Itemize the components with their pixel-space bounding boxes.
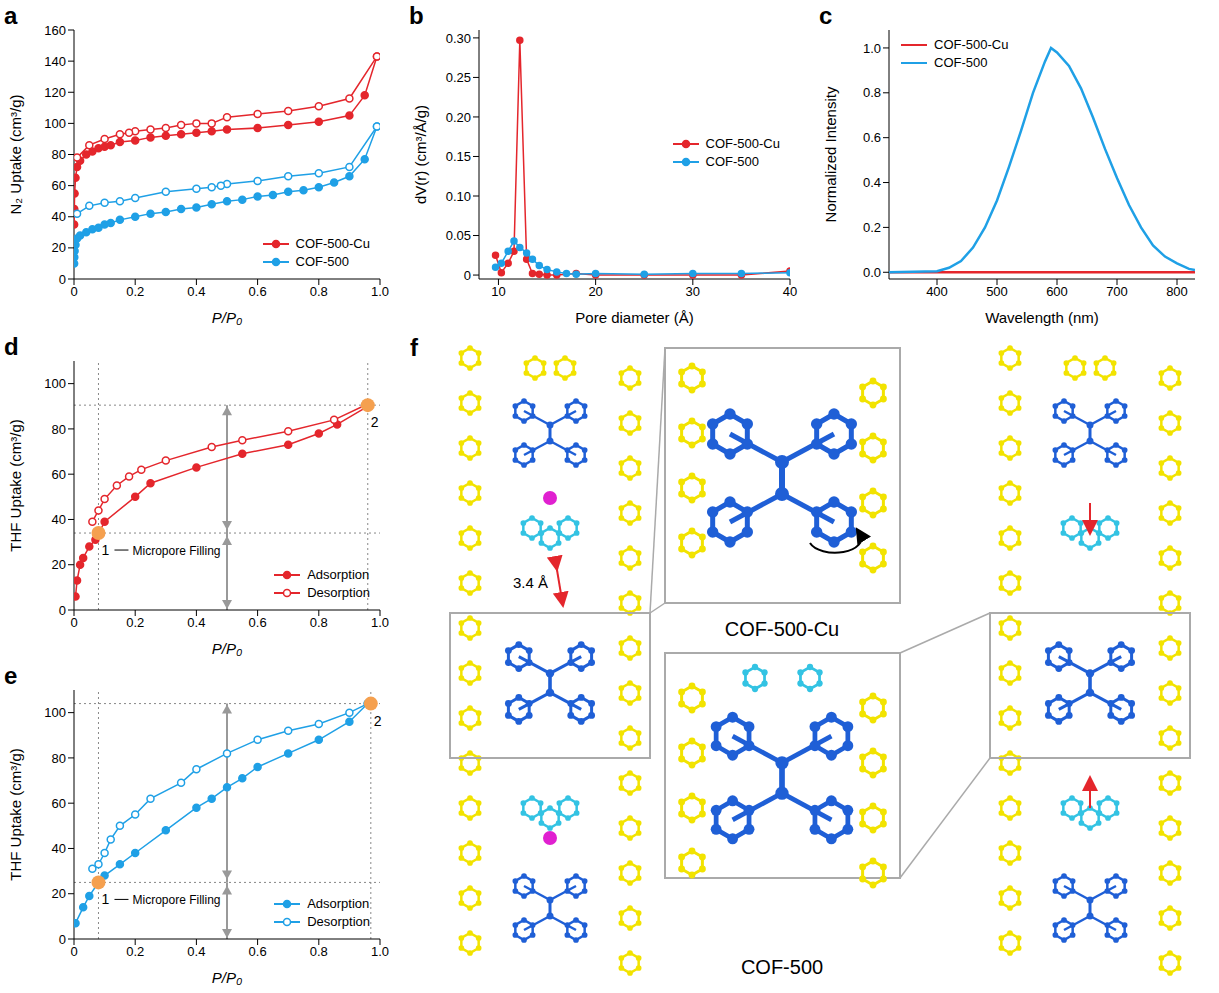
html-text:a: a (4, 2, 18, 29)
svg-text:0.0: 0.0 (863, 265, 881, 280)
html-text:Desorption: Desorption (307, 914, 370, 929)
svg-text:80: 80 (52, 147, 66, 162)
svg-text:0: 0 (70, 615, 77, 630)
svg-text:3.4 Å: 3.4 Å (513, 574, 548, 591)
html-text:COF-500-Cu: COF-500-Cu (705, 135, 780, 151)
svg-text:N₂ Uptake (cm³/g): N₂ Uptake (cm³/g) (7, 94, 24, 214)
svg-text:0.2: 0.2 (863, 220, 881, 235)
svg-text:160: 160 (44, 23, 66, 38)
svg-text:P/P₀: P/P₀ (212, 640, 243, 657)
svg-text:0.2: 0.2 (126, 615, 144, 630)
html-text:e: e (4, 662, 18, 689)
svg-text:60: 60 (52, 467, 66, 482)
svg-text:1.0: 1.0 (371, 615, 389, 630)
svg-text:40: 40 (52, 841, 66, 856)
html-text:COF-500-Cu: COF-500-Cu (934, 37, 1009, 52)
svg-text:Pore diameter (Å): Pore diameter (Å) (575, 309, 693, 326)
svg-text:Micropore Filling: Micropore Filling (132, 893, 220, 907)
svg-text:0.8: 0.8 (310, 944, 328, 959)
html-text:d: d (4, 333, 19, 360)
svg-text:0.6: 0.6 (249, 944, 267, 959)
svg-text:0.05: 0.05 (446, 228, 471, 243)
svg-text:20: 20 (52, 557, 66, 572)
svg-text:Normalized Intensity: Normalized Intensity (822, 86, 839, 222)
html-text:b: b (409, 2, 424, 29)
svg-text:1: 1 (101, 542, 109, 558)
svg-text:20: 20 (52, 886, 66, 901)
svg-text:0.25: 0.25 (446, 70, 471, 85)
svg-text:0.6: 0.6 (863, 130, 881, 145)
svg-text:0.10: 0.10 (446, 189, 471, 204)
svg-text:Micropore Filling: Micropore Filling (132, 544, 220, 558)
svg-text:0.2: 0.2 (126, 284, 144, 299)
svg-text:0: 0 (59, 932, 66, 947)
svg-text:30: 30 (686, 284, 700, 299)
svg-text:0: 0 (59, 272, 66, 287)
svg-text:20: 20 (588, 284, 602, 299)
svg-text:0.4: 0.4 (863, 175, 881, 190)
svg-text:0.15: 0.15 (446, 149, 471, 164)
svg-text:100: 100 (44, 116, 66, 131)
svg-text:20: 20 (52, 240, 66, 255)
html-text:f: f (410, 334, 418, 361)
svg-text:THF Uptake (cm³/g): THF Uptake (cm³/g) (7, 748, 24, 881)
svg-text:0: 0 (70, 284, 77, 299)
svg-text:P/P₀: P/P₀ (212, 309, 243, 326)
svg-text:500: 500 (986, 284, 1008, 299)
svg-text:0.8: 0.8 (310, 284, 328, 299)
html-text:COF-500-Cu: COF-500-Cu (295, 236, 370, 251)
svg-text:80: 80 (52, 751, 66, 766)
html-text:COF-500: COF-500 (934, 55, 988, 70)
svg-text:60: 60 (52, 178, 66, 193)
svg-text:700: 700 (1106, 284, 1128, 299)
svg-text:2: 2 (371, 414, 379, 430)
svg-text:1: 1 (101, 891, 109, 907)
svg-text:100: 100 (44, 705, 66, 720)
html-text:Adsorption: Adsorption (307, 896, 370, 911)
svg-text:0: 0 (59, 603, 66, 618)
svg-text:40: 40 (52, 512, 66, 527)
svg-text:600: 600 (1046, 284, 1068, 299)
svg-text:0.4: 0.4 (187, 615, 205, 630)
svg-text:800: 800 (1166, 284, 1188, 299)
svg-text:COF-500: COF-500 (741, 956, 823, 978)
svg-text:0: 0 (70, 944, 77, 959)
svg-text:100: 100 (44, 376, 66, 391)
svg-text:1.0: 1.0 (863, 41, 881, 56)
svg-text:Wavelength (nm): Wavelength (nm) (985, 309, 1099, 326)
svg-text:40: 40 (783, 284, 797, 299)
svg-text:2: 2 (374, 713, 382, 729)
html-text:Adsorption: Adsorption (307, 567, 370, 582)
svg-text:0.8: 0.8 (310, 615, 328, 630)
svg-text:COF-500-Cu: COF-500-Cu (725, 618, 839, 640)
html-text:Desorption: Desorption (307, 585, 370, 600)
svg-text:400: 400 (926, 284, 948, 299)
svg-text:THF Uptake (cm³/g): THF Uptake (cm³/g) (7, 419, 24, 552)
svg-text:dV(r) (cm³/Å/g): dV(r) (cm³/Å/g) (412, 105, 429, 204)
svg-text:0.4: 0.4 (187, 944, 205, 959)
html-text:c: c (819, 2, 833, 29)
svg-text:0.6: 0.6 (249, 615, 267, 630)
svg-text:0.2: 0.2 (126, 944, 144, 959)
svg-text:0.6: 0.6 (249, 284, 267, 299)
svg-text:0.30: 0.30 (446, 31, 471, 46)
svg-text:60: 60 (52, 796, 66, 811)
svg-text:P/P₀: P/P₀ (212, 969, 243, 986)
svg-text:80: 80 (52, 422, 66, 437)
svg-text:120: 120 (44, 85, 66, 100)
svg-text:10: 10 (491, 284, 505, 299)
svg-text:140: 140 (44, 54, 66, 69)
svg-text:0.20: 0.20 (446, 110, 471, 125)
svg-text:0.8: 0.8 (863, 85, 881, 100)
html-text:COF-500: COF-500 (705, 153, 759, 169)
html-text:COF-500: COF-500 (295, 254, 349, 269)
svg-text:0.4: 0.4 (187, 284, 205, 299)
svg-text:1.0: 1.0 (371, 284, 389, 299)
svg-text:40: 40 (52, 209, 66, 224)
svg-text:1.0: 1.0 (371, 944, 389, 959)
svg-text:0: 0 (464, 268, 471, 283)
